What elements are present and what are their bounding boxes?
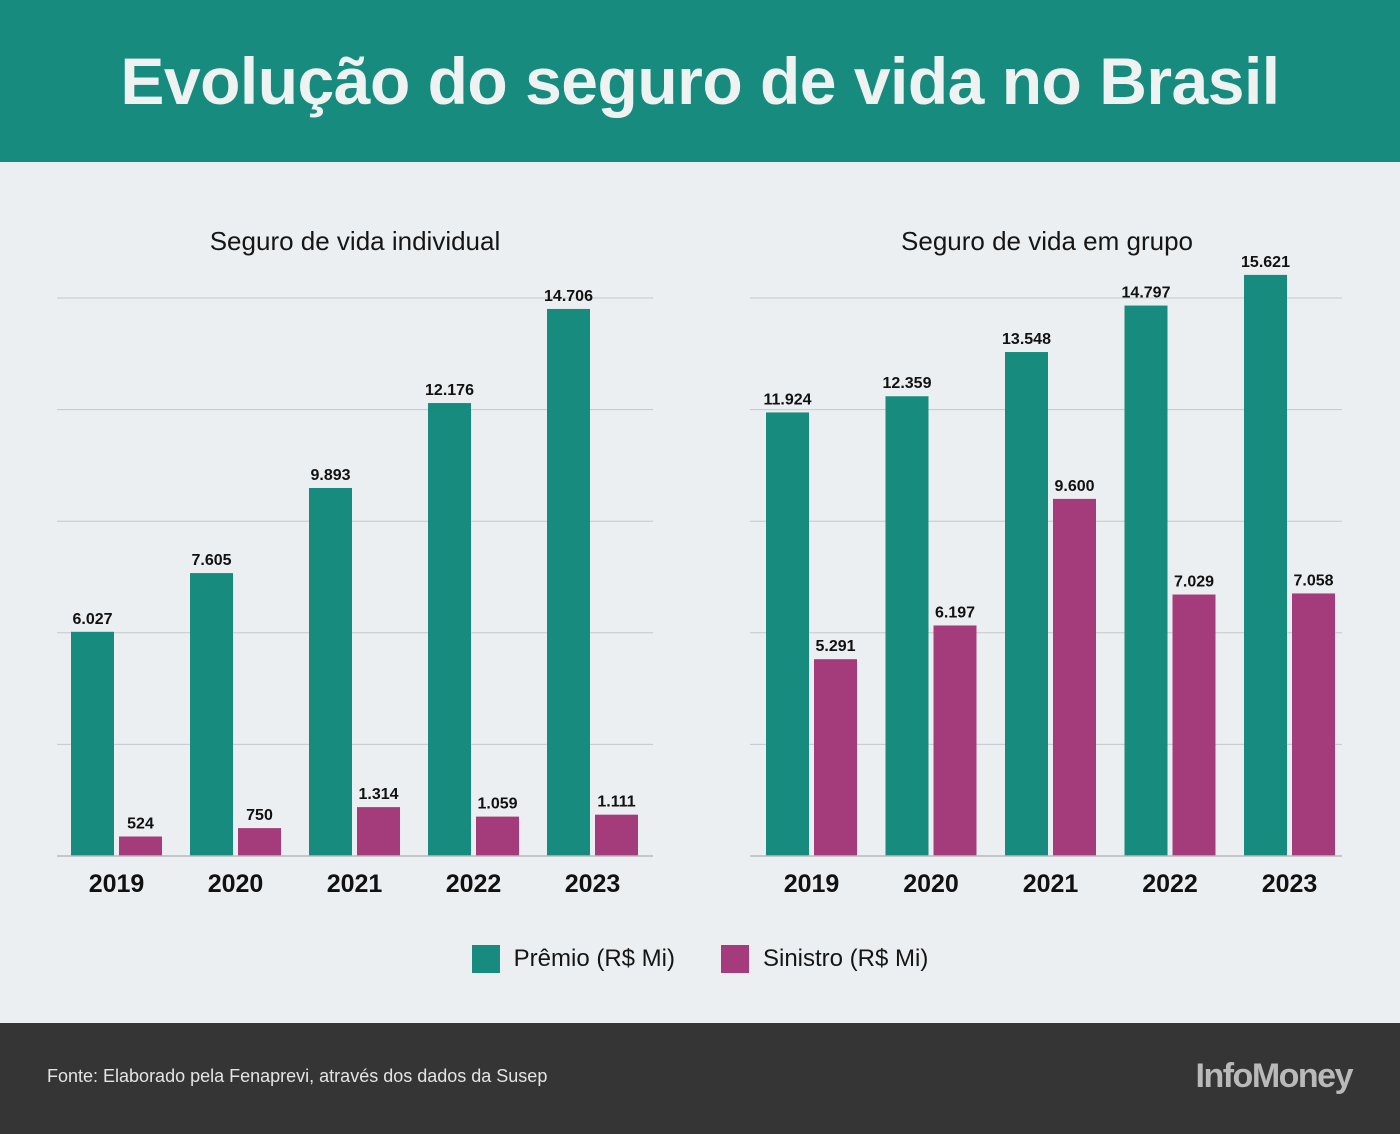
- x-tick-individual-2023: 2023: [565, 870, 621, 898]
- legend-item-sinistro: Sinistro (R$ Mi): [720, 945, 929, 973]
- bar-sinistro-individual-2020: [238, 828, 281, 856]
- legend-label-sinistro: Sinistro (R$ Mi): [762, 945, 929, 972]
- bar-sinistro-individual-2021: [357, 807, 400, 856]
- label-sinistro-individual-2023: 1.111: [597, 794, 635, 811]
- label-premio-grupo-2021: 13.548: [1002, 331, 1051, 348]
- x-tick-individual-2021: 2021: [327, 870, 383, 898]
- bar-premio-grupo-2019: [766, 412, 809, 856]
- label-sinistro-grupo-2022: 7.029: [1174, 574, 1214, 591]
- label-sinistro-grupo-2020: 6.197: [935, 604, 975, 621]
- label-premio-grupo-2020: 12.359: [883, 375, 932, 392]
- label-sinistro-individual-2021: 1.314: [358, 786, 398, 803]
- chart-title-individual: Seguro de vida individual: [209, 226, 501, 256]
- header-banner: Evolução do seguro de vida no Brasil: [0, 0, 1400, 162]
- bar-premio-individual-2022: [428, 403, 471, 856]
- bar-sinistro-individual-2019: [119, 836, 162, 856]
- bar-sinistro-grupo-2022: [1172, 594, 1216, 856]
- bar-sinistro-individual-2022: [476, 816, 519, 856]
- label-premio-individual-2021: 9.893: [310, 467, 350, 484]
- bar-premio-grupo-2022: [1124, 305, 1168, 856]
- bar-sinistro-grupo-2019: [814, 659, 857, 856]
- footer: Fonte: Elaborado pela Fenaprevi, através…: [0, 1023, 1400, 1134]
- chart-individual: 6.027 524 2019 7.605 750 2020 9.893 1.314 2021 12…: [57, 288, 653, 898]
- bar-premio-grupo-2020: [885, 396, 929, 856]
- label-premio-individual-2019: 6.027: [72, 611, 112, 628]
- bar-sinistro-grupo-2020: [933, 625, 977, 856]
- label-sinistro-grupo-2019: 5.291: [815, 638, 855, 655]
- bar-premio-grupo-2021: [1005, 352, 1048, 856]
- label-premio-individual-2022: 12.176: [425, 382, 474, 399]
- bar-premio-individual-2020: [190, 573, 233, 856]
- x-tick-grupo-2021: 2021: [1023, 870, 1079, 898]
- legend-label-premio: Prêmio (R$ Mi): [513, 945, 675, 972]
- x-tick-grupo-2022: 2022: [1142, 870, 1198, 898]
- label-sinistro-individual-2019: 524: [127, 816, 154, 833]
- bar-premio-individual-2021: [309, 487, 352, 856]
- bar-premio-grupo-2023: [1244, 274, 1287, 856]
- bar-sinistro-individual-2023: [595, 814, 638, 856]
- legend-item-premio: Prêmio (R$ Mi): [471, 945, 675, 973]
- label-sinistro-individual-2022: 1.059: [477, 796, 517, 813]
- bar-sinistro-grupo-2021: [1053, 498, 1096, 856]
- x-tick-individual-2020: 2020: [208, 870, 264, 898]
- page-title: Evolução do seguro de vida no Brasil: [120, 44, 1280, 118]
- legend-swatch-sinistro: [720, 945, 749, 973]
- label-premio-grupo-2022: 14.797: [1122, 285, 1171, 302]
- label-premio-individual-2020: 7.605: [191, 552, 231, 569]
- label-premio-grupo-2019: 11.924: [763, 391, 811, 408]
- label-sinistro-individual-2020: 750: [246, 807, 273, 824]
- x-tick-individual-2022: 2022: [446, 870, 502, 898]
- chart-grupo: 11.924 5.291 2019 12.359 6.197 2020 13.548 9.60…: [750, 254, 1342, 898]
- x-tick-grupo-2020: 2020: [903, 870, 959, 898]
- label-premio-individual-2023: 14.706: [544, 288, 593, 305]
- x-tick-individual-2019: 2019: [89, 870, 145, 898]
- x-tick-grupo-2023: 2023: [1262, 870, 1318, 898]
- source-note: Fonte: Elaborado pela Fenaprevi, através…: [47, 1066, 548, 1086]
- label-premio-grupo-2023: 15.621: [1241, 254, 1290, 271]
- label-sinistro-grupo-2023: 7.058: [1293, 572, 1333, 589]
- brand-logo: InfoMoney: [1195, 1057, 1354, 1095]
- bar-premio-individual-2019: [71, 631, 114, 856]
- chart-title-grupo: Seguro de vida em grupo: [901, 226, 1193, 256]
- legend: Prêmio (R$ Mi) Sinistro (R$ Mi): [0, 945, 1400, 973]
- label-sinistro-grupo-2021: 9.600: [1054, 478, 1094, 495]
- bar-premio-individual-2023: [547, 308, 590, 857]
- legend-swatch-premio: [471, 945, 500, 973]
- bar-sinistro-grupo-2023: [1292, 593, 1335, 856]
- x-tick-grupo-2019: 2019: [784, 870, 840, 898]
